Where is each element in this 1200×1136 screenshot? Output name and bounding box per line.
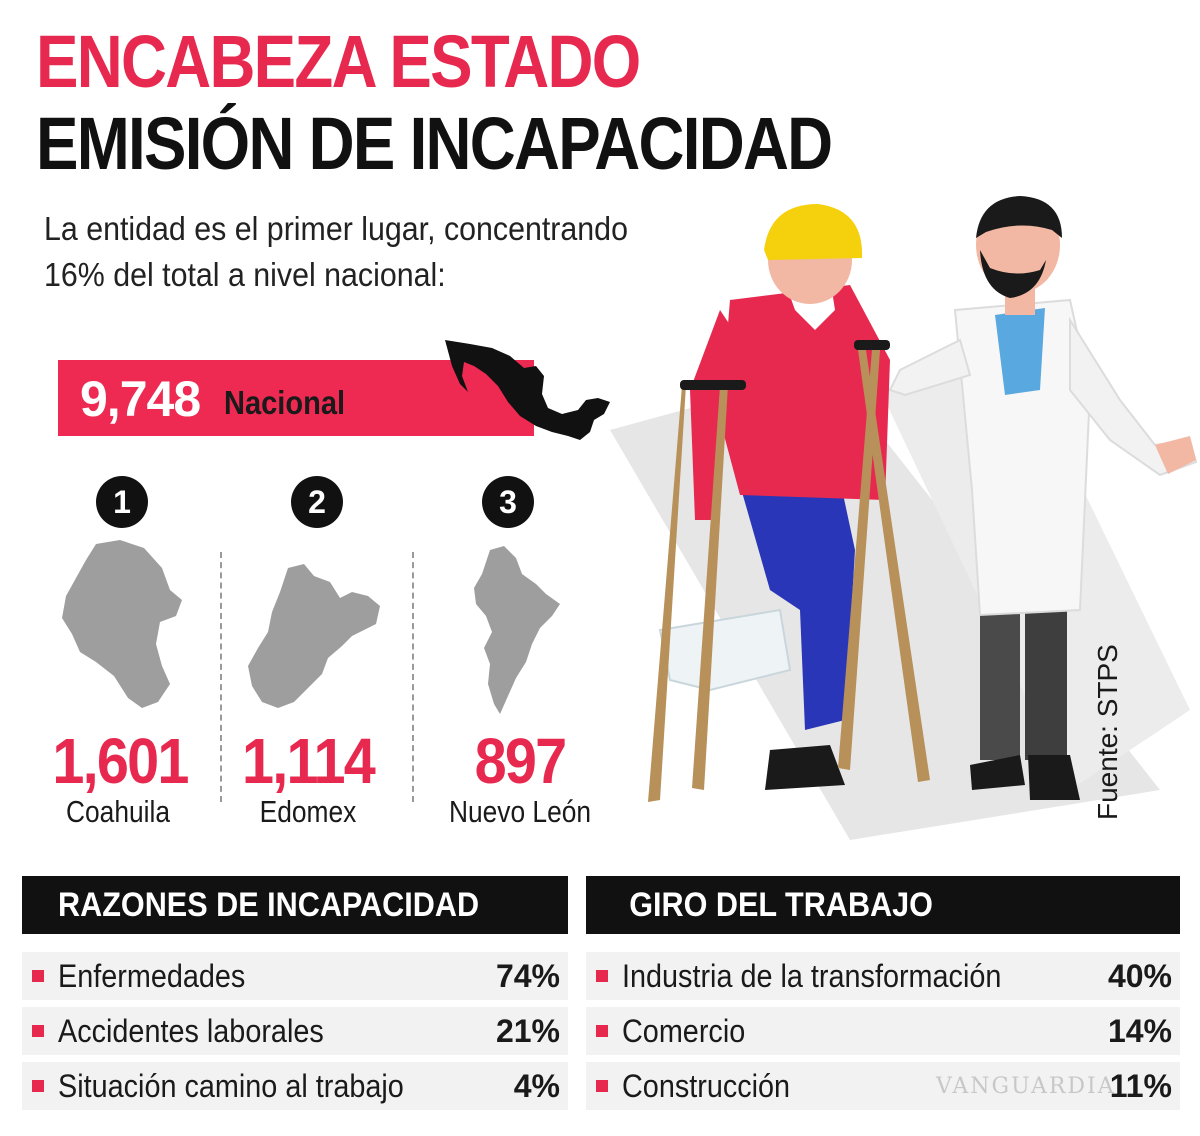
headline-line-2: EMISIÓN DE INCAPACIDAD xyxy=(36,102,833,185)
reason-label: Situación camino al trabajo xyxy=(58,1068,404,1104)
rank-badge-1: 1 xyxy=(96,476,148,528)
reason-label: Enfermedades xyxy=(58,958,246,994)
work-percent: 14% xyxy=(1107,1013,1172,1049)
bullet-square-icon xyxy=(32,1080,44,1092)
reasons-row: Situación camino al trabajo 4% xyxy=(22,1062,568,1110)
work-title: GIRO DEL TRABAJO xyxy=(629,886,933,924)
state-divider xyxy=(220,552,222,802)
rank-badge-3: 3 xyxy=(482,476,534,528)
bullet-square-icon xyxy=(596,970,608,982)
state-name-nuevo-leon: Nuevo León xyxy=(448,794,592,829)
reason-percent: 4% xyxy=(513,1068,560,1104)
work-label: Construcción xyxy=(622,1068,791,1104)
state-divider xyxy=(412,552,414,802)
mexico-map-icon xyxy=(445,340,610,440)
reasons-row: Accidentes laborales 21% xyxy=(22,1007,568,1055)
nuevo-leon-map-icon xyxy=(474,546,560,714)
work-percent: 11% xyxy=(1109,1068,1172,1104)
doctor-figure xyxy=(888,196,1198,800)
bullet-square-icon xyxy=(596,1080,608,1092)
bullet-square-icon xyxy=(596,1025,608,1037)
watermark: VANGUARDIA xyxy=(936,1074,1116,1099)
national-value: 9,748 xyxy=(80,371,201,427)
coahuila-map-icon xyxy=(62,540,182,708)
work-percent: 40% xyxy=(1107,958,1172,994)
work-header: GIRO DEL TRABAJO xyxy=(586,876,1180,934)
reason-percent: 74% xyxy=(495,958,560,994)
work-row: Industria de la transformación 40% xyxy=(586,952,1180,1000)
state-value-nuevo-leon: 897 xyxy=(474,725,568,797)
bullet-square-icon xyxy=(32,1025,44,1037)
reasons-header: RAZONES DE INCAPACIDAD xyxy=(22,876,568,934)
state-name-coahuila: Coahuila xyxy=(65,794,171,829)
work-label: Industria de la transformación xyxy=(622,958,1002,994)
subtitle: La entidad es el primer lugar, concentra… xyxy=(44,210,628,293)
reasons-row: Enfermedades 74% xyxy=(22,952,568,1000)
source-credit: Fuente: STPS xyxy=(1092,644,1123,820)
work-row: Comercio 14% xyxy=(586,1007,1180,1055)
work-label: Comercio xyxy=(622,1013,746,1049)
injured-worker-figure xyxy=(648,204,930,802)
reasons-title: RAZONES DE INCAPACIDAD xyxy=(58,886,480,924)
reason-label: Accidentes laborales xyxy=(58,1013,324,1049)
national-label: Nacional xyxy=(224,384,346,421)
work-row: Construcción 11% xyxy=(586,1062,1180,1110)
edomex-map-icon xyxy=(248,564,380,708)
reason-percent: 21% xyxy=(495,1013,560,1049)
state-value-coahuila: 1,601 xyxy=(52,725,189,797)
worker-and-doctor-illustration xyxy=(610,196,1198,840)
state-name-edomex: Edomex xyxy=(259,794,357,829)
state-value-edomex: 1,114 xyxy=(242,725,376,797)
headline-line-1: ENCABEZA ESTADO xyxy=(36,20,641,103)
rank-badge-2: 2 xyxy=(291,476,343,528)
bullet-square-icon xyxy=(32,970,44,982)
national-bar xyxy=(58,360,534,436)
